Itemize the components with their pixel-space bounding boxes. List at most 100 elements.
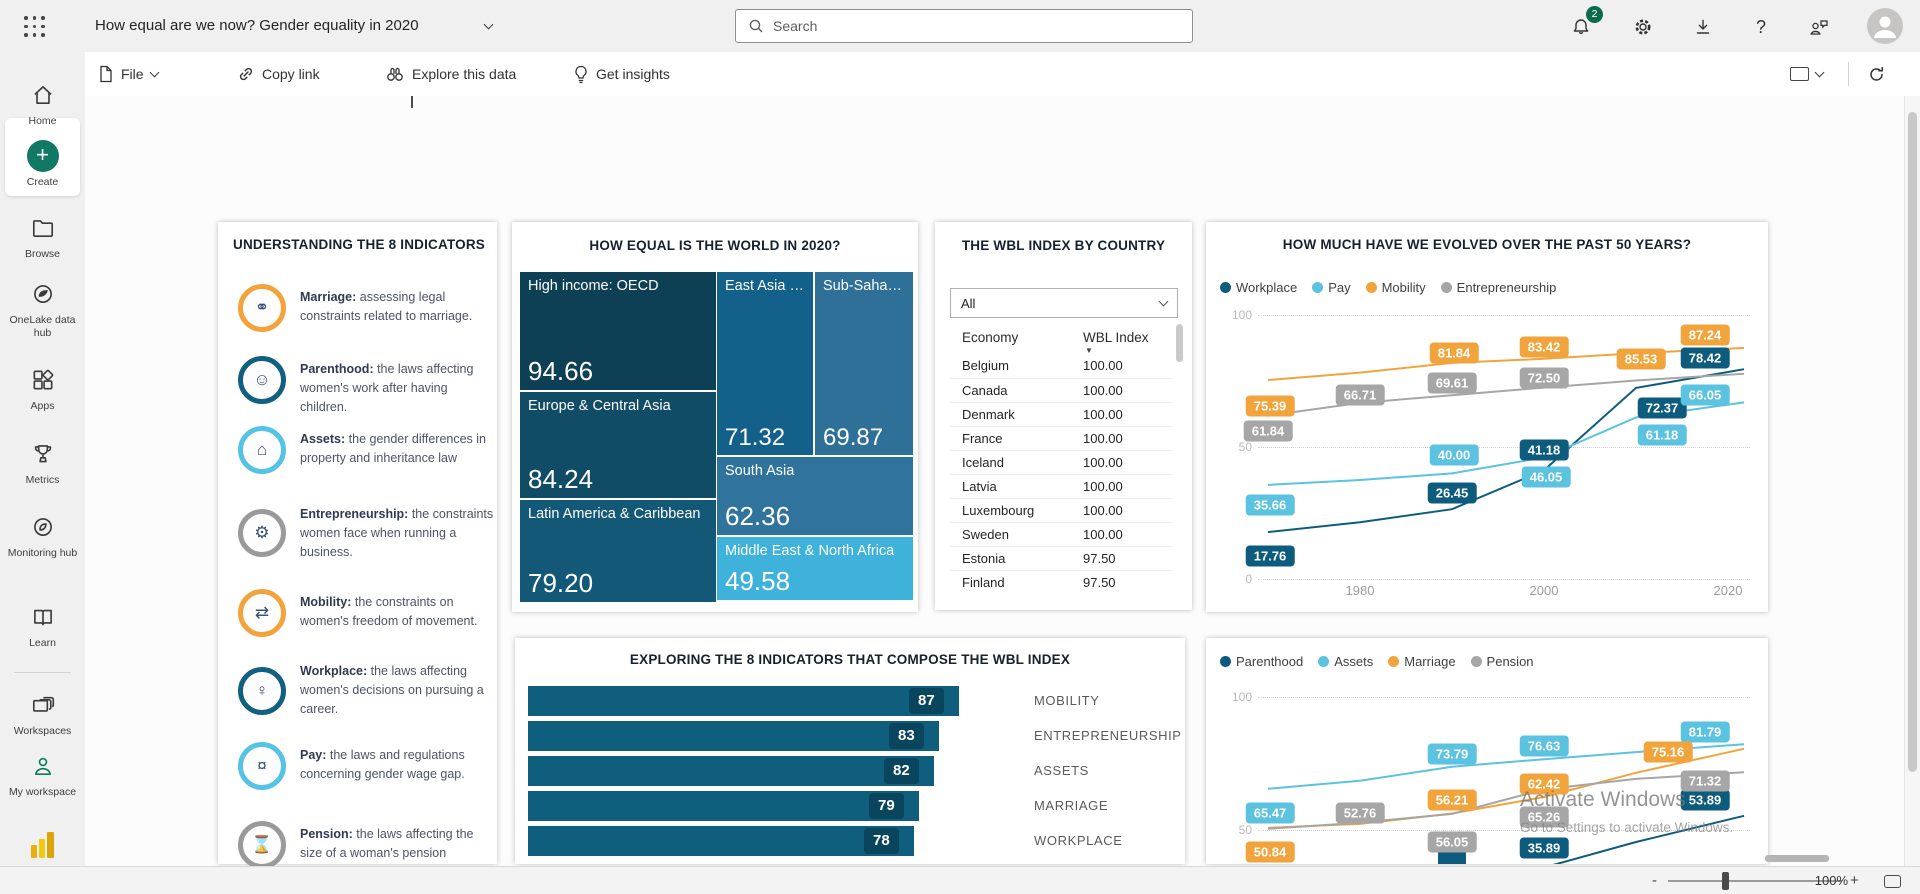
table-row[interactable]: Belgium 100.00 <box>950 354 1172 378</box>
line-chart-title: HOW MUCH HAVE WE EVOLVED OVER THE PAST 5… <box>1282 237 1692 252</box>
notifications-bell-icon[interactable] <box>1568 14 1594 40</box>
legend-label: Pay <box>1328 280 1351 295</box>
powerbi-icon <box>0 829 85 861</box>
legend-item-pay[interactable]: Pay <box>1312 280 1351 295</box>
app-launcher-icon[interactable] <box>24 16 46 38</box>
toolbar-divider <box>1848 62 1849 86</box>
treemap-tile[interactable]: Europe & Central Asia 84.24 <box>520 392 716 498</box>
table-row[interactable]: Iceland 100.00 <box>950 450 1172 474</box>
bar-marriage[interactable] <box>528 791 919 821</box>
explore-data-button[interactable]: Explore this data <box>385 52 516 96</box>
table-row[interactable]: Canada 100.00 <box>950 378 1172 402</box>
tile-value: 94.66 <box>528 356 594 386</box>
indicator-name: Assets: <box>300 432 346 446</box>
legend-item-entrepreneurship[interactable]: Entrepreneurship <box>1440 280 1556 295</box>
view-mode-button[interactable] <box>1790 52 1825 96</box>
file-icon <box>100 65 112 83</box>
sidebar-item-monitoring-hub[interactable]: Monitoring hub <box>0 511 85 560</box>
search-placeholder: Search <box>773 18 818 34</box>
treemap-tile[interactable]: East Asia … 71.32 <box>717 272 813 455</box>
table-cell-value: 100.00 <box>1083 527 1123 542</box>
search-input[interactable]: Search <box>735 9 1193 43</box>
table-cell-value: 100.00 <box>1083 431 1123 446</box>
legend-item-mobility[interactable]: Mobility <box>1365 280 1426 295</box>
table-scrollbar[interactable] <box>1176 324 1183 362</box>
legend-item-parenthood[interactable]: Parenthood <box>1220 654 1303 669</box>
table-row[interactable]: Sweden 100.00 <box>950 522 1172 546</box>
table-row[interactable]: France 100.00 <box>950 426 1172 450</box>
settings-gear-icon[interactable] <box>1630 14 1656 40</box>
indicator-desc: the constraints women face when running … <box>300 507 494 559</box>
country-table-card: THE WBL INDEX BY COUNTRY All Economy WBL… <box>935 222 1192 610</box>
treemap-tile[interactable]: Latin America & Caribbean 79.20 <box>520 500 716 602</box>
user-avatar[interactable] <box>1867 8 1903 44</box>
sidebar-item-label: Metrics <box>25 474 60 486</box>
legend-item-assets[interactable]: Assets <box>1318 654 1373 669</box>
download-icon[interactable] <box>1690 14 1716 40</box>
legend-item-pension[interactable]: Pension <box>1470 654 1534 669</box>
horizontal-scrollbar-thumb[interactable] <box>1765 855 1829 862</box>
table-row[interactable]: Estonia 97.50 <box>950 546 1172 570</box>
country-filter-dropdown[interactable]: All <box>950 288 1178 318</box>
sidebar-item-home[interactable]: Home <box>0 79 85 128</box>
indicator-item: Mobility: the constraints on women's fre… <box>300 593 496 631</box>
mobility-indicator-icon: ⇄ <box>238 589 286 637</box>
workplace-indicator-icon: ♀ <box>238 667 286 715</box>
bar-workplace[interactable] <box>528 826 914 856</box>
tile-region-label: Middle East & North Africa <box>725 543 895 559</box>
table-cell-value: 100.00 <box>1083 407 1123 422</box>
sidebar-item-my-workspace[interactable]: My workspace <box>0 750 85 799</box>
treemap-tile[interactable]: High income: OECD 94.66 <box>520 272 716 390</box>
file-menu-button[interactable]: File <box>98 52 160 96</box>
legend-label: Pension <box>1486 654 1534 669</box>
vertical-scrollbar[interactable] <box>1904 96 1920 866</box>
table-row[interactable]: Denmark 100.00 <box>950 402 1172 426</box>
report-title-dropdown[interactable]: How equal are we now? Gender equality in… <box>95 17 419 34</box>
column-header-economy[interactable]: Economy <box>962 330 1019 345</box>
help-icon[interactable]: ? <box>1755 16 1766 37</box>
notification-badge: 2 <box>1586 6 1603 23</box>
indicator-name: Entrepreneurship: <box>300 507 409 521</box>
table-row[interactable]: Latvia 100.00 <box>950 474 1172 498</box>
copy-link-button[interactable]: Copy link <box>237 52 320 96</box>
sidebar-item-label: Monitoring hub <box>7 547 78 559</box>
sidebar-item-create[interactable]: + Create <box>0 140 85 189</box>
data-label-marriage: 75.16 <box>1643 741 1693 763</box>
data-label-mobility: 75.39 <box>1245 395 1295 417</box>
treemap-tile[interactable]: South Asia 62.36 <box>717 457 913 535</box>
sidebar-item-onelake-data-hub[interactable]: OneLake data hub <box>0 278 85 340</box>
bar-assets[interactable] <box>528 756 934 786</box>
treemap-tile[interactable]: Middle East & North Africa 49.58 <box>717 537 913 600</box>
treemap-tile[interactable]: Sub-Saha… 69.87 <box>815 272 913 455</box>
sidebar-item-metrics[interactable]: Metrics <box>0 438 85 487</box>
table-row[interactable]: Luxembourg 100.00 <box>950 498 1172 522</box>
legend-item-marriage[interactable]: Marriage <box>1388 654 1456 669</box>
bar-entrepreneurship[interactable] <box>528 721 939 751</box>
legend-item-workplace[interactable]: Workplace <box>1220 280 1297 295</box>
data-label-workplace: 72.37 <box>1637 397 1687 419</box>
chart-legend: Workplace Pay Mobility Entrepreneurship <box>1220 280 1556 295</box>
top-bar: How equal are we now? Gender equality in… <box>0 0 1920 52</box>
column-header-wbl-index[interactable]: WBL Index <box>1083 330 1149 345</box>
vertical-scrollbar-thumb[interactable] <box>1908 112 1917 772</box>
workspaces-icon <box>0 689 85 721</box>
legend-dot <box>1318 656 1330 667</box>
table-row[interactable]: Finland 97.50 <box>950 570 1172 594</box>
sidebar-item-apps[interactable]: Apps <box>0 364 85 413</box>
bar-mobility[interactable] <box>528 686 959 716</box>
sidebar-item-browse[interactable]: Browse <box>0 212 85 261</box>
zoom-in-button[interactable]: + <box>1850 872 1859 889</box>
fit-to-page-icon[interactable] <box>1884 875 1901 888</box>
sidebar-item-workspaces[interactable]: Workspaces <box>0 689 85 738</box>
pension-indicator-icon: ⌛ <box>238 821 286 869</box>
zoom-slider-track[interactable] <box>1668 880 1842 882</box>
sidebar-item-learn[interactable]: Learn <box>0 601 85 650</box>
zoom-out-button[interactable]: - <box>1652 872 1657 889</box>
zoom-slider-thumb[interactable] <box>1722 872 1729 890</box>
get-insights-button[interactable]: Get insights <box>573 52 670 96</box>
refresh-button[interactable] <box>1867 52 1886 96</box>
evolution-line-chart2-card: Parenthood Assets Marriage Pension 100 50 35.8… <box>1206 638 1768 864</box>
treemap-card: HOW EQUAL IS THE WORLD IN 2020? High inc… <box>512 222 918 612</box>
binoculars-icon <box>387 67 403 81</box>
feedback-icon[interactable] <box>1806 14 1832 40</box>
